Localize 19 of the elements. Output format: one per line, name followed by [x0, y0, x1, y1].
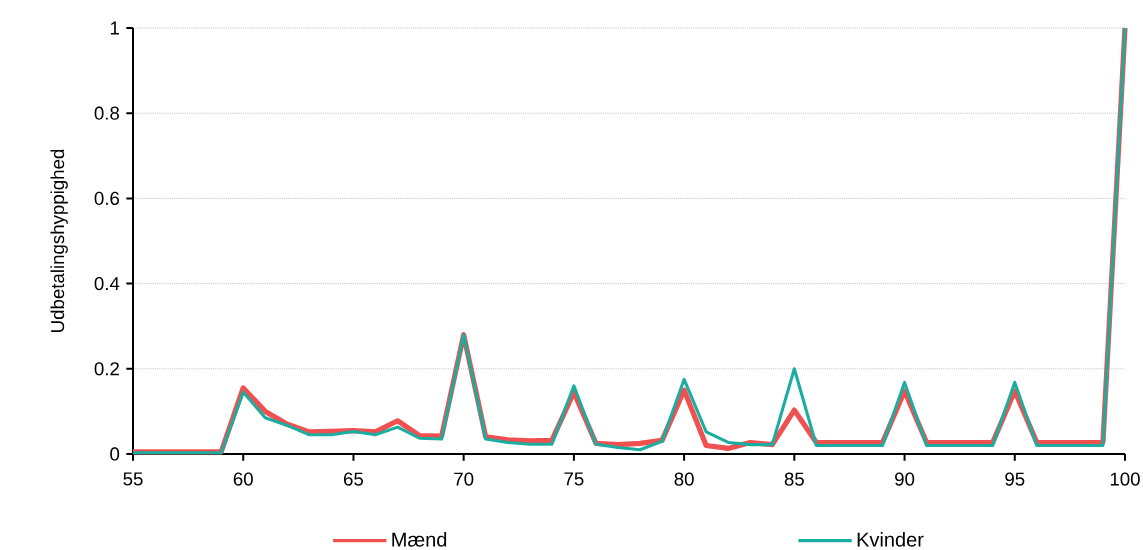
x-tick-label: 65 — [344, 472, 364, 486]
x-tick-label: 70 — [454, 472, 474, 486]
y-tick-label: 0.4 — [94, 276, 120, 291]
y-tick-label: 0.6 — [94, 191, 120, 206]
x-tick-label: 90 — [895, 472, 915, 486]
legend-label: Mænd — [392, 532, 447, 547]
legend-label: Kvinder — [857, 532, 924, 547]
x-tick-label: 80 — [674, 472, 694, 486]
y-tick-label: 0.2 — [94, 362, 119, 376]
x-tick-label: 85 — [784, 472, 804, 486]
x-tick-label: 60 — [233, 472, 253, 486]
y-tick-label: 1 — [110, 21, 119, 35]
x-tick-label: 100 — [1110, 472, 1140, 486]
x-tick-label: 95 — [1005, 472, 1025, 486]
y-axis-title: Udbetalingshyppighed — [50, 149, 68, 332]
x-tick-label: 55 — [123, 472, 143, 486]
y-tick-label: 0 — [110, 447, 120, 461]
x-tick-label: 75 — [564, 472, 584, 486]
y-tick-label: 0.8 — [94, 106, 120, 120]
